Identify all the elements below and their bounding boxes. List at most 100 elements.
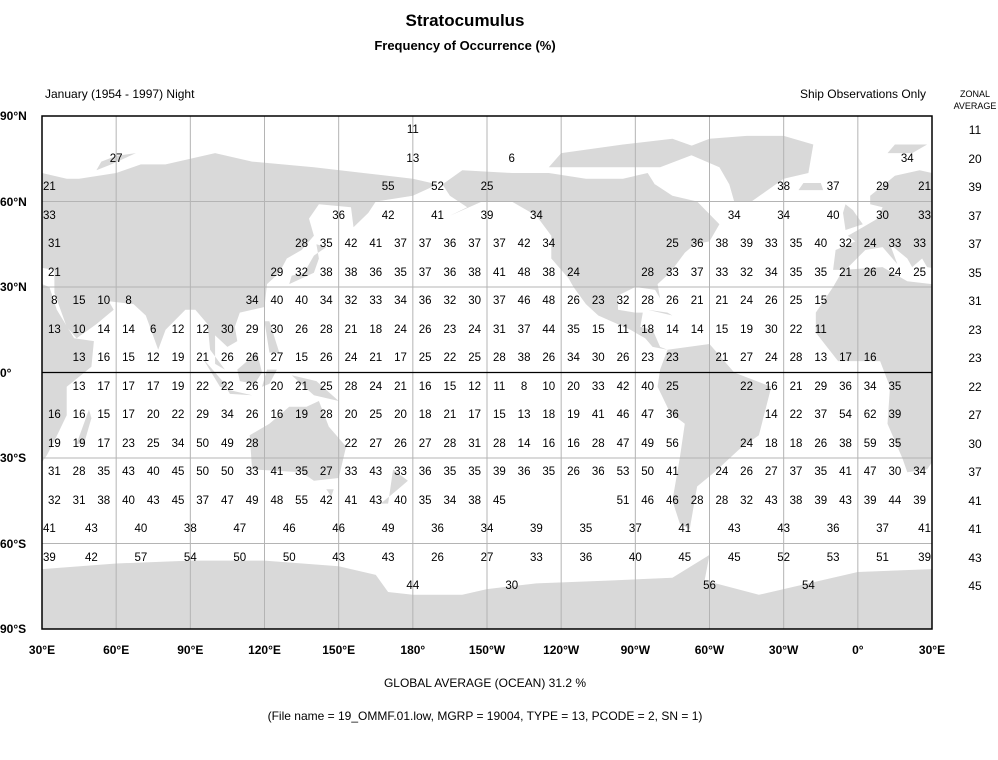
grid-cell-value: 36 [690,238,704,251]
grid-cell-value: 41 [918,523,931,536]
lon-label: 120°E [248,643,281,657]
grid-cell-value: 55 [381,181,395,194]
landmass-africa [42,284,94,463]
grid-cell-value: 33 [888,238,902,251]
landmass-africa [815,267,932,473]
grid-cell-value: 29 [196,409,210,422]
grid-cell-value: 21 [344,323,358,336]
lon-label: 60°E [103,643,130,657]
grid-cell-value: 28 [690,494,704,507]
grid-cell-value: 40 [134,523,148,536]
grid-cell-value: 17 [122,409,135,422]
grid-cell-value: 42 [319,494,333,507]
grid-cell-value: 35 [295,466,308,479]
grid-cell-value: 18 [789,437,803,450]
grid-cell-value: 36 [431,523,444,536]
grid-cell-value: 28 [641,295,655,308]
grid-cell-value: 22 [740,380,753,393]
grid-cell-value: 36 [579,551,593,564]
grid-cell-value: 15 [97,409,111,422]
grid-cell-value: 36 [666,409,679,422]
grid-cell-value: 21 [394,380,407,393]
grid-cell-value: 32 [344,295,358,308]
grid-cell-value: 8 [125,295,132,308]
landmass-nz [380,469,408,504]
grid-cell-value: 38 [183,523,197,536]
grid-cell-value: 27 [109,152,123,165]
lon-label: 30°E [28,643,56,657]
grid-cell-value: 24 [740,295,753,308]
grid-cell-value: 39 [863,494,877,507]
grid-cell-value: 30 [270,323,284,336]
grid-cell-value: 38 [839,437,852,450]
grid-cell-value: 23 [443,323,457,336]
grid-cell-value: 43 [839,494,852,507]
grid-cell-value: 16 [863,352,877,365]
grid-cell-value: 21 [839,266,852,279]
grid-cell-value: 40 [826,209,840,222]
grid-cell-value: 28 [72,466,86,479]
landmass-arctic_is [548,138,705,168]
grid-cell-value: 54 [839,409,852,422]
grid-cell-value: 14 [97,323,111,336]
grid-cell-value: 21 [715,352,729,365]
grid-cell-value: 28 [492,352,506,365]
grid-cell-value: 42 [517,238,531,251]
source-note: Ship Observations Only [799,87,926,101]
grid-cell-value: 39 [740,238,753,251]
grid-cell-value: 35 [97,466,111,479]
grid-cell-value: 12 [196,323,210,336]
grid-cell-value: 34 [567,352,580,365]
grid-cell-value: 42 [616,380,630,393]
grid-cell-value: 40 [814,238,828,251]
grid-cell-value: 15 [591,323,605,336]
grid-cell-value: 54 [183,551,197,564]
grid-cell-value: 50 [641,466,655,479]
grid-cell-value: 45 [492,494,506,507]
zonal-average-value: 37 [968,237,982,252]
zonal-average-value: 37 [968,208,982,223]
grid-cell-value: 26 [616,352,630,365]
zonal-average-value: 31 [968,294,982,309]
grid-cell-value: 43 [369,494,383,507]
grid-cell-value: 37 [418,238,432,251]
grid-cell-value: 38 [715,238,729,251]
grid-cell-value: 35 [319,238,333,251]
grid-cell-value: 39 [480,209,494,222]
grid-cell-value: 23 [591,295,605,308]
grid-cell-value: 49 [381,523,395,536]
landmass-samerica [657,344,772,530]
grid-cell-value: 24 [715,466,729,479]
grid-cell-value: 19 [72,437,86,450]
grid-cell-value: 28 [641,266,655,279]
grid-cell-value: 18 [542,409,556,422]
lat-label: 30°N [0,280,27,294]
grid-cell-value: 34 [480,523,494,536]
grid-cell-value: 35 [814,266,828,279]
grid-cell-value: 49 [245,494,259,507]
grid-cell-value: 26 [567,466,580,479]
grid-cell-value: 13 [47,323,61,336]
grid-cell-value: 59 [863,437,877,450]
grid-cell-value: 43 [85,523,98,536]
grid-cell-value: 47 [863,466,877,479]
grid-cell-value: 57 [134,551,148,564]
landmass-svalbard [0,145,37,154]
grid-cell-value: 39 [530,523,543,536]
grid-cell-value: 42 [344,238,358,251]
grid-cell-value: 26 [567,295,580,308]
grid-cell-value: 24 [468,323,482,336]
grid-cell-value: 24 [394,323,407,336]
grid-cell-value: 46 [332,523,346,536]
grid-cell-value: 18 [418,409,432,422]
grid-cell-value: 40 [628,551,642,564]
grid-cell-value: 33 [591,380,605,393]
grid-cell-value: 30 [876,209,889,222]
grid-cell-value: 43 [146,494,160,507]
zonal-average-value: 45 [968,579,982,594]
grid-cell-value: 31 [72,494,86,507]
landmass-sulawesi [262,369,277,387]
landmass-greenland [679,135,814,202]
grid-cell-value: 38 [789,494,803,507]
grid-cell-value: 33 [394,466,407,479]
